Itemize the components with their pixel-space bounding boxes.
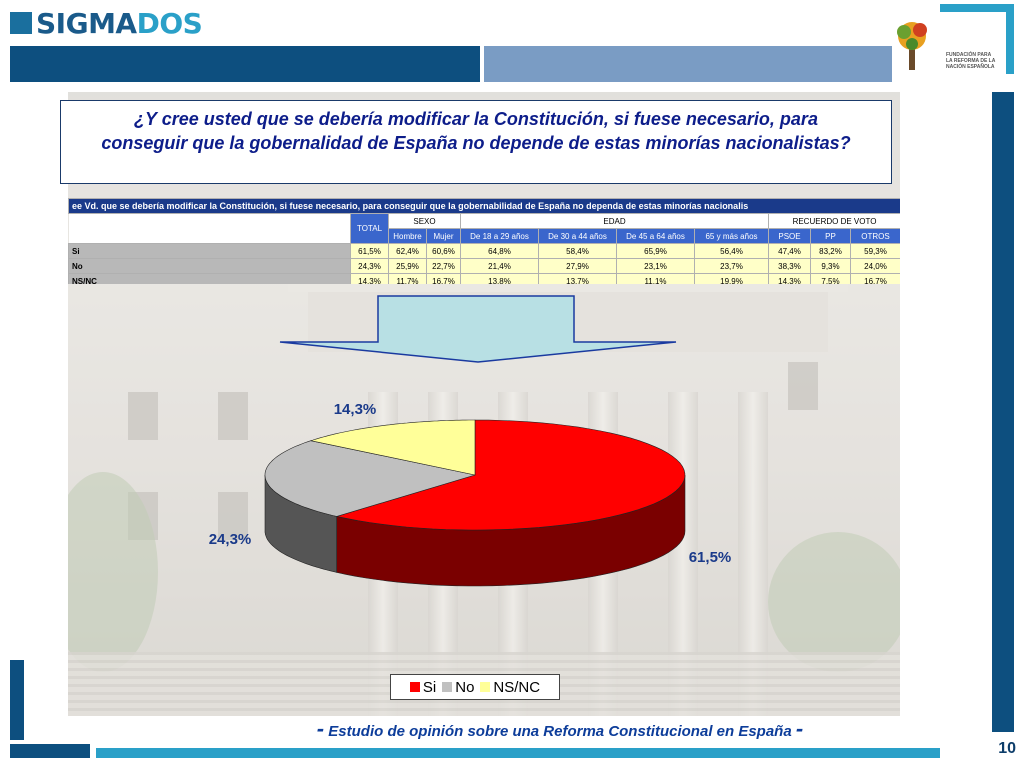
row-label: NS/NC bbox=[68, 273, 351, 284]
table-cell: 47,4% bbox=[768, 243, 811, 259]
data-label-nsnc: 14,3% bbox=[334, 401, 377, 418]
table-cell: 14,3% bbox=[350, 273, 389, 284]
group-header-edad: EDAD bbox=[460, 213, 769, 229]
table-cell: 23,7% bbox=[694, 258, 769, 274]
col-header: De 45 a 64 años bbox=[616, 228, 695, 244]
table-cell: 9,3% bbox=[810, 258, 851, 274]
corner-accent-vertical bbox=[1006, 4, 1014, 74]
logo-square bbox=[10, 12, 32, 34]
pie-slice-nsnc bbox=[310, 419, 476, 476]
table-cell: 25,9% bbox=[388, 258, 427, 274]
bottom-left-bar-horizontal bbox=[10, 744, 90, 758]
results-table-wrapper: ee Vd. que se debería modificar la Const… bbox=[68, 198, 900, 284]
table-cell: 13,7% bbox=[538, 273, 617, 284]
foundation-text: FUNDACIÓN PARA LA REFORMA DE LA NACIÓN E… bbox=[946, 52, 996, 70]
col-header: Mujer bbox=[426, 228, 461, 244]
logo-text-dos: DOS bbox=[136, 6, 203, 40]
bottom-left-bar-vertical bbox=[10, 660, 24, 740]
table-cell: 27,9% bbox=[538, 258, 617, 274]
photo-window bbox=[218, 392, 248, 440]
table-cell: 61,5% bbox=[350, 243, 389, 259]
table-cell: 7,5% bbox=[810, 273, 851, 284]
legend-swatch bbox=[442, 682, 453, 692]
corner-accent-horizontal bbox=[940, 4, 1014, 12]
row-label: No bbox=[68, 258, 351, 274]
photo-tree bbox=[68, 472, 158, 672]
col-header: 65 y más años bbox=[694, 228, 769, 244]
legend-label: Si bbox=[422, 678, 437, 696]
photo-window bbox=[788, 362, 818, 410]
table-cell: 16,7% bbox=[426, 273, 461, 284]
legend-swatch bbox=[480, 682, 491, 692]
table-cell: 23,1% bbox=[616, 258, 695, 274]
col-header: OTROS bbox=[850, 228, 900, 244]
col-header: De 18 a 29 años bbox=[460, 228, 539, 244]
legend-label: No bbox=[455, 678, 475, 696]
results-table: ee Vd. que se debería modificar la Const… bbox=[68, 198, 900, 284]
logo-text-sigma: SIGMA bbox=[36, 6, 137, 40]
col-header-total: TOTAL bbox=[350, 213, 389, 244]
table-cell: 13,8% bbox=[460, 273, 539, 284]
table-cell: 58,4% bbox=[538, 243, 617, 259]
footer-caption: - Estudio de opinión sobre una Reforma C… bbox=[190, 716, 930, 742]
footer-dash-left: - bbox=[316, 716, 325, 741]
table-row: No 24,3% 25,9% 22,7% 21,4% 27,9% 23,1% 2… bbox=[68, 258, 900, 274]
pie-slice-no bbox=[264, 440, 476, 517]
table-cell: 59,3% bbox=[850, 243, 900, 259]
col-header: Hombre bbox=[388, 228, 427, 244]
header-bar-dark bbox=[10, 46, 480, 82]
table-row: Si 61,5% 62,4% 60,6% 64,8% 58,4% 65,9% 5… bbox=[68, 243, 900, 259]
data-label-no: 24,3% bbox=[209, 531, 252, 548]
question-title: ¿Y cree usted que se debería modificar l… bbox=[60, 100, 892, 184]
table-cell: 24,3% bbox=[350, 258, 389, 274]
chart-legend: Si No NS/NC bbox=[390, 674, 560, 700]
bottom-accent-line bbox=[96, 748, 940, 758]
legend-label: NS/NC bbox=[493, 678, 541, 696]
table-cell: 62,4% bbox=[388, 243, 427, 259]
photo-haze bbox=[68, 92, 900, 716]
pie-slice-si bbox=[336, 419, 686, 531]
data-label-si: 61,5% bbox=[689, 549, 732, 566]
table-cell: 11,7% bbox=[388, 273, 427, 284]
table-corner bbox=[68, 213, 351, 229]
row-label: Si bbox=[68, 243, 351, 259]
page-number: 10 bbox=[998, 740, 1016, 757]
sigmados-logo: SIGMA DOS bbox=[10, 6, 203, 40]
table-cell: 38,3% bbox=[768, 258, 811, 274]
table-corner bbox=[68, 228, 351, 244]
foundation-tree-logo bbox=[897, 22, 927, 70]
down-arrow-icon bbox=[279, 295, 677, 363]
table-cell: 56,4% bbox=[694, 243, 769, 259]
header-bar-light bbox=[484, 46, 892, 82]
col-header: PP bbox=[810, 228, 851, 244]
group-header-voto: RECUERDO DE VOTO bbox=[768, 213, 900, 229]
table-cell: 22,7% bbox=[426, 258, 461, 274]
table-cell: 24,0% bbox=[850, 258, 900, 274]
col-header: PSOE bbox=[768, 228, 811, 244]
table-cell: 14,3% bbox=[768, 273, 811, 284]
table-cell: 21,4% bbox=[460, 258, 539, 274]
footer-text: Estudio de opinión sobre una Reforma Con… bbox=[328, 723, 792, 740]
pie-chart: 61,5% 24,3% 14,3% bbox=[209, 401, 732, 587]
legend-item-no: No bbox=[442, 679, 474, 696]
photo-window bbox=[218, 492, 248, 540]
table-cell: 60,6% bbox=[426, 243, 461, 259]
table-row: NS/NC 14,3% 11,7% 16,7% 13,8% 13,7% 11,1… bbox=[68, 273, 900, 284]
table-cell: 19,9% bbox=[694, 273, 769, 284]
group-header-sexo: SEXO bbox=[388, 213, 461, 229]
photo-window bbox=[128, 392, 158, 440]
table-cell: 83,2% bbox=[810, 243, 851, 259]
table-cell: 65,9% bbox=[616, 243, 695, 259]
footer-dash-right: - bbox=[795, 716, 804, 741]
right-side-bar bbox=[992, 92, 1014, 732]
table-cell: 16,7% bbox=[850, 273, 900, 284]
table-cell: 11,1% bbox=[616, 273, 695, 284]
table-cell: 64,8% bbox=[460, 243, 539, 259]
table-caption: ee Vd. que se debería modificar la Const… bbox=[68, 198, 900, 214]
col-header: De 30 a 44 años bbox=[538, 228, 617, 244]
legend-swatch bbox=[409, 682, 420, 692]
photo-tree bbox=[768, 532, 900, 672]
legend-item-si: Si bbox=[409, 678, 437, 696]
legend-item-nsnc: NS/NC bbox=[480, 679, 540, 696]
